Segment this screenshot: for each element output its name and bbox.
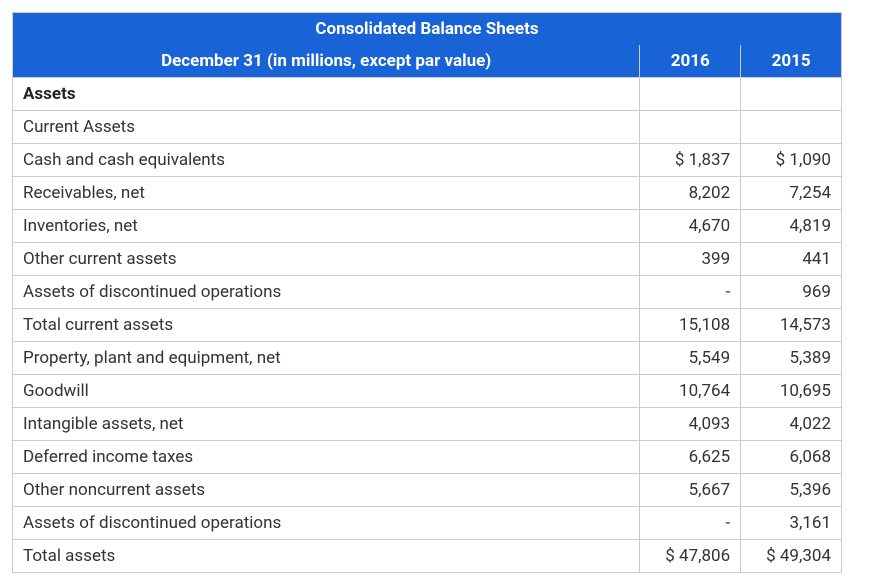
table-row: Other current assets399441 <box>13 243 842 276</box>
cell-2016: 8,202 <box>640 177 741 210</box>
cell-2015 <box>741 78 842 111</box>
col-header-year-0: 2016 <box>640 45 741 78</box>
cell-2016: 4,093 <box>640 408 741 441</box>
row-label: Inventories, net <box>13 210 640 243</box>
cell-2015: 5,396 <box>741 474 842 507</box>
table-row: Intangible assets, net4,0934,022 <box>13 408 842 441</box>
table-title: Consolidated Balance Sheets <box>13 13 842 46</box>
table-row: Current Assets <box>13 111 842 144</box>
row-label: Deferred income taxes <box>13 441 640 474</box>
cell-2016: $ 1,837 <box>640 144 741 177</box>
table-row: Receivables, net8,2027,254 <box>13 177 842 210</box>
cell-2016: 4,670 <box>640 210 741 243</box>
row-label: Assets of discontinued operations <box>13 276 640 309</box>
cell-2015: 6,068 <box>741 441 842 474</box>
table-body: AssetsCurrent AssetsCash and cash equiva… <box>13 78 842 573</box>
row-label: Current Assets <box>13 111 640 144</box>
table-row: Assets of discontinued operations-3,161 <box>13 507 842 540</box>
cell-2015: 969 <box>741 276 842 309</box>
row-label: Total current assets <box>13 309 640 342</box>
cell-2016: 5,549 <box>640 342 741 375</box>
table-row: Cash and cash equivalents$ 1,837$ 1,090 <box>13 144 842 177</box>
row-label: Cash and cash equivalents <box>13 144 640 177</box>
cell-2016: $ 47,806 <box>640 540 741 573</box>
row-label: Other noncurrent assets <box>13 474 640 507</box>
table-row: Total current assets15,10814,573 <box>13 309 842 342</box>
cell-2015: 10,695 <box>741 375 842 408</box>
cell-2016: 6,625 <box>640 441 741 474</box>
cell-2015: $ 1,090 <box>741 144 842 177</box>
cell-2016: 5,667 <box>640 474 741 507</box>
row-label: Receivables, net <box>13 177 640 210</box>
table-subtitle: December 31 (in millions, except par val… <box>13 45 640 78</box>
row-label: Property, plant and equipment, net <box>13 342 640 375</box>
cell-2016 <box>640 78 741 111</box>
table-row: Assets of discontinued operations-969 <box>13 276 842 309</box>
cell-2015: 5,389 <box>741 342 842 375</box>
cell-2016: - <box>640 276 741 309</box>
cell-2015: 14,573 <box>741 309 842 342</box>
table-row: Total assets$ 47,806$ 49,304 <box>13 540 842 573</box>
cell-2016 <box>640 111 741 144</box>
row-label: Intangible assets, net <box>13 408 640 441</box>
row-label: Other current assets <box>13 243 640 276</box>
cell-2015: 3,161 <box>741 507 842 540</box>
row-label: Total assets <box>13 540 640 573</box>
cell-2016: 10,764 <box>640 375 741 408</box>
row-label: Assets <box>13 78 640 111</box>
col-header-year-1: 2015 <box>741 45 842 78</box>
table-row: Deferred income taxes6,6256,068 <box>13 441 842 474</box>
cell-2015: 7,254 <box>741 177 842 210</box>
row-label: Assets of discontinued operations <box>13 507 640 540</box>
cell-2015: 4,022 <box>741 408 842 441</box>
cell-2016: 15,108 <box>640 309 741 342</box>
cell-2016: 399 <box>640 243 741 276</box>
table-row: Goodwill10,76410,695 <box>13 375 842 408</box>
balance-sheet-table: Consolidated Balance Sheets December 31 … <box>12 12 842 573</box>
cell-2016: - <box>640 507 741 540</box>
cell-2015: $ 49,304 <box>741 540 842 573</box>
cell-2015: 4,819 <box>741 210 842 243</box>
cell-2015 <box>741 111 842 144</box>
cell-2015: 441 <box>741 243 842 276</box>
row-label: Goodwill <box>13 375 640 408</box>
table-row: Assets <box>13 78 842 111</box>
table-row: Inventories, net4,6704,819 <box>13 210 842 243</box>
table-header: Consolidated Balance Sheets December 31 … <box>13 13 842 78</box>
table-row: Other noncurrent assets5,6675,396 <box>13 474 842 507</box>
table-row: Property, plant and equipment, net5,5495… <box>13 342 842 375</box>
